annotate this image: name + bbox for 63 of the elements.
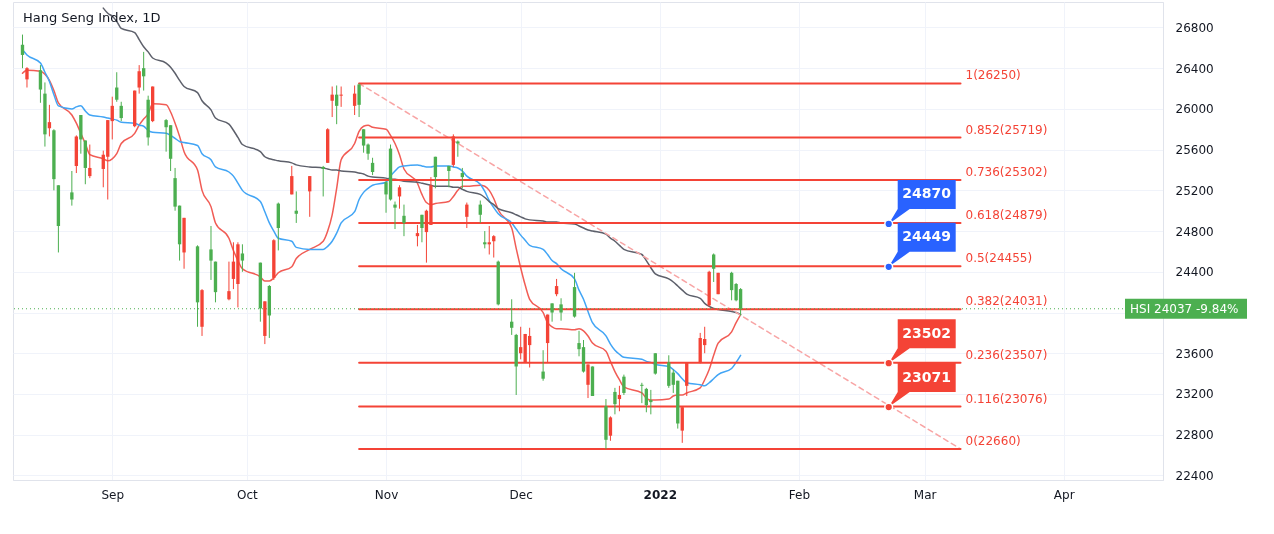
candlestick [294, 190, 298, 224]
point [884, 402, 894, 412]
y-tick-label: 23600 [1175, 346, 1214, 361]
candlestick [209, 225, 213, 281]
x-tick-label: Nov [374, 487, 399, 502]
candlestick [653, 352, 657, 376]
candlestick [541, 349, 545, 382]
x-tick-label: Oct [237, 487, 259, 502]
point [884, 358, 894, 368]
candlestick [38, 64, 43, 104]
y-tick-label: 23200 [1175, 387, 1214, 402]
series-label: 0.116(23076) [965, 391, 1048, 406]
y-tick-label: 26400 [1175, 61, 1214, 76]
candlestick [70, 170, 74, 207]
y-tick-label: 25600 [1175, 143, 1214, 158]
series-label: 0.618(24879) [965, 208, 1048, 223]
series-label: 0.236(23507) [965, 347, 1048, 362]
candlestick [649, 389, 653, 415]
candlestick [613, 387, 617, 415]
series-label: 0.382(24031) [965, 294, 1048, 309]
x-tick-label: Mar [913, 487, 937, 502]
candlestick [393, 201, 397, 230]
series-label: 0(22660) [965, 433, 1021, 448]
series-label: 1(26250) [965, 68, 1021, 83]
series-label: 0.736(25302) [965, 164, 1048, 179]
point [884, 219, 894, 229]
y-tick-label: 25200 [1175, 183, 1214, 198]
y-tick-label: 22400 [1175, 468, 1214, 483]
y-tick-label: 26800 [1175, 20, 1214, 35]
candlestick [227, 261, 231, 301]
data-label: 24870 [902, 185, 952, 202]
candlestick [622, 374, 626, 396]
candlestick [330, 86, 334, 118]
x-tick-label: 2022 [643, 487, 678, 502]
candlestick [519, 326, 523, 360]
series-label: 0.852(25719) [965, 122, 1048, 137]
x-tick-label: Apr [1053, 487, 1075, 502]
candlestick [640, 382, 644, 404]
data-label: 24449 [902, 228, 952, 245]
y-tick-label: 24400 [1175, 265, 1214, 280]
candlestick [240, 243, 245, 273]
candlestick [47, 104, 52, 137]
data-label: 23502 [902, 324, 952, 341]
x-tick-label: Sep [101, 487, 125, 502]
x-tick-label: Feb [788, 487, 811, 502]
candlestick [339, 86, 343, 108]
candlestick [137, 64, 141, 95]
candlestick [608, 415, 613, 442]
candlestick [402, 204, 406, 237]
data-label: 23071 [902, 368, 952, 385]
candlestick [420, 214, 424, 243]
point [884, 262, 894, 272]
y-tick-label: 22800 [1175, 428, 1214, 443]
candlestick [361, 128, 366, 154]
ref-line-label: HSI 24037 -9.84% [1130, 301, 1239, 316]
candlestick [357, 82, 361, 118]
candlestick [25, 66, 29, 89]
series-label: 0.5(24455) [965, 251, 1033, 266]
y-tick-label: 26000 [1175, 102, 1214, 117]
y-tick-label: 24800 [1175, 224, 1214, 239]
candlestick [667, 354, 671, 389]
x-tick-label: Dec [509, 487, 533, 502]
candlestick [711, 252, 716, 283]
